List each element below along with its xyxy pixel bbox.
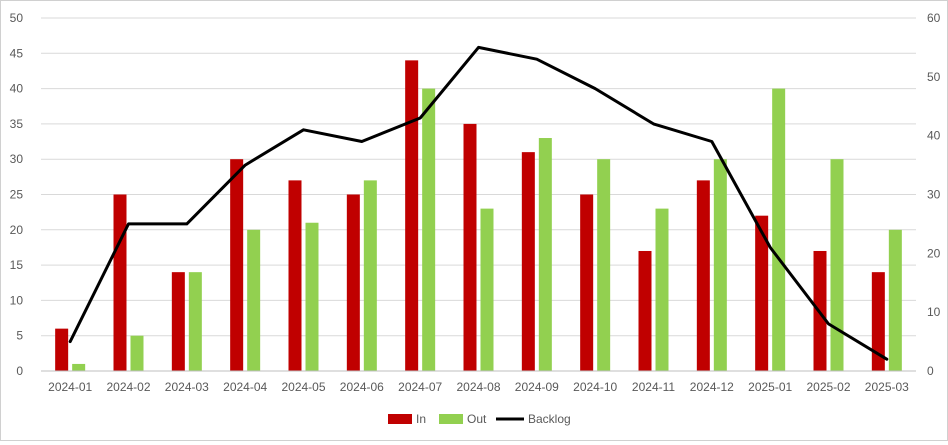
y-right-tick-label: 50 [927,70,941,84]
x-tick-label: 2025-01 [748,380,792,394]
x-axis: 2024-01 2024-02 2024-03 2024-04 2024-05 2024-… [41,370,916,394]
x-tick-label: 2024-08 [456,380,500,394]
x-tick-label: 2024-12 [690,380,734,394]
x-tick-label: 2025-03 [865,380,909,394]
x-tick-label: 2024-05 [281,380,325,394]
bar-in [696,180,710,371]
bar-in [521,152,535,371]
y-left-tick-label: 20 [10,223,24,237]
bar-in [638,250,652,371]
y-right-tick-label: 0 [927,364,934,378]
bar-out [830,159,844,371]
y-axis-left: 0 5 10 15 20 25 30 35 40 45 50 [10,11,24,378]
y-left-tick-label: 30 [10,152,24,166]
x-tick-label: 2024-07 [398,380,442,394]
legend-label-in: In [416,412,426,426]
bar-in [230,159,244,371]
y-axis-right: 0 10 20 30 40 50 60 [927,11,941,378]
x-tick-label: 2024-02 [106,380,150,394]
bar-out [772,88,786,371]
legend-swatch-in [388,414,412,424]
bar-out [247,229,261,371]
line-backlog [68,45,889,361]
bar-out [422,88,436,371]
bar-out [597,159,611,371]
y-right-tick-label: 20 [927,246,941,260]
x-tick-label: 2024-06 [340,380,384,394]
legend: In Out Backlog [388,412,571,426]
bar-out [130,335,144,371]
bar-series [55,60,902,372]
y-left-tick-label: 0 [16,364,23,378]
bar-in [346,194,360,371]
gridlines [41,17,916,372]
legend-label-backlog: Backlog [528,412,571,426]
bar-out [538,138,552,371]
x-tick-label: 2024-03 [165,380,209,394]
bar-in [55,328,69,371]
x-tick-label: 2024-01 [48,380,92,394]
y-right-tick-label: 10 [927,305,941,319]
legend-label-out: Out [467,412,487,426]
y-left-tick-label: 35 [10,117,24,131]
x-tick-label: 2024-10 [573,380,617,394]
bar-in [405,60,419,372]
y-right-tick-label: 30 [927,188,941,202]
x-tick-label: 2024-04 [223,380,267,394]
y-left-tick-label: 50 [10,11,24,25]
bar-in [171,272,185,371]
y-left-tick-label: 40 [10,82,24,96]
bar-out [713,159,727,371]
legend-swatch-out [439,414,463,424]
y-right-tick-label: 40 [927,129,941,143]
bar-in [580,194,594,371]
y-left-tick-label: 5 [16,329,23,343]
line-series [68,45,889,361]
bar-in [113,194,127,371]
bar-out [363,180,377,371]
bar-out [72,363,86,371]
bar-out [888,229,902,371]
x-tick-label: 2024-09 [515,380,559,394]
y-left-tick-label: 15 [10,258,24,272]
x-tick-label: 2024-11 [632,380,675,394]
bar-out [480,208,494,371]
bar-out [305,222,319,371]
bar-in [288,180,302,371]
bar-in [463,123,477,372]
bar-in [871,272,885,371]
y-left-tick-label: 25 [10,188,24,202]
bar-out [655,208,669,371]
bar-out [188,272,202,371]
y-left-tick-label: 45 [10,46,24,60]
bar-in [755,215,769,371]
y-left-tick-label: 10 [10,293,24,307]
y-right-tick-label: 60 [927,11,941,25]
x-tick-label: 2025-02 [806,380,850,394]
